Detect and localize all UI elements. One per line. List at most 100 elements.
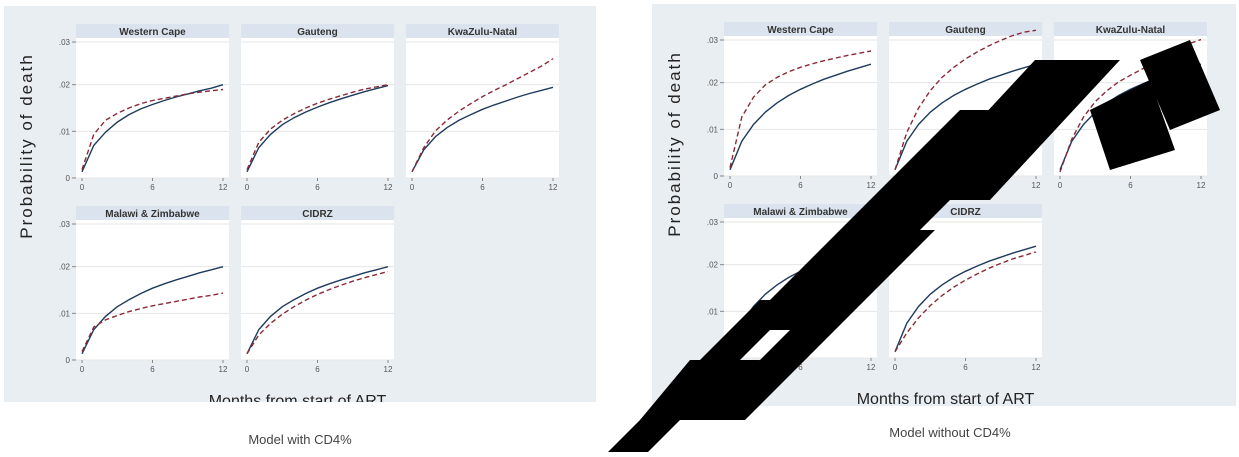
plot-area (406, 38, 559, 178)
x-tick-label: 6 (1128, 181, 1133, 190)
facet-title: KwaZulu-Natal (1096, 25, 1166, 36)
chart-panel-with-cd4: Probability of death Western Cape 0 .01 .02.… (4, 6, 596, 402)
x-tick-label: 6 (150, 183, 155, 192)
observed-line (81, 88, 224, 170)
facet-western-cape: Western Cape 0 .01 .02 .03 0 6 12 (707, 22, 877, 190)
facet-title: Malawi & Zimbabwe (105, 209, 200, 220)
x-tick-label: 12 (549, 183, 558, 192)
facet-title: Malawi & Zimbabwe (753, 207, 848, 218)
facet-title: CIDRZ (950, 207, 981, 218)
y-tick-label: .01 (59, 127, 71, 136)
facet-title: Gauteng (297, 27, 338, 38)
facet-gauteng: Gauteng 0 6 12 (241, 24, 394, 192)
facet-cidrz: CIDRZ 0 6 12 (241, 206, 394, 374)
x-axis-label: Months from start of ART (857, 391, 1035, 406)
plot-area (241, 220, 394, 360)
x-tick-label: 0 (410, 183, 415, 192)
x-tick-label: 6 (798, 181, 803, 190)
predicted-line (81, 84, 224, 173)
plot-area (76, 38, 229, 178)
y-tick-label: 0 (66, 356, 71, 365)
facet-kwazulu-natal: KwaZulu-Natal 0 6 12 (1054, 22, 1207, 190)
chart-panel-without-cd4: Probability of death Western Cape 0 .01 .02.… (652, 4, 1236, 406)
plot-area (889, 218, 1042, 358)
x-tick-label: 12 (1032, 181, 1041, 190)
y-tick-label: .02 (707, 79, 719, 88)
facet-strip (724, 22, 877, 36)
plot-area (724, 36, 877, 176)
caption-with-cd4: Model with CD4% (248, 432, 352, 447)
x-tick-label: 0 (893, 181, 898, 190)
y-axis-label: Probability of death (665, 51, 684, 237)
y-tick-label: .03 (707, 218, 719, 227)
x-tick-label: 6 (150, 365, 155, 374)
x-tick-label: 0 (80, 183, 85, 192)
y-tick-label: .01 (707, 307, 719, 316)
predicted-line (411, 86, 554, 173)
facet-title: Western Cape (119, 27, 186, 38)
y-tick-label: .02 (59, 263, 71, 272)
y-tick-label: .02 (59, 81, 71, 90)
x-tick-label: 6 (963, 363, 968, 372)
predicted-line (246, 266, 389, 355)
x-tick-label: 6 (798, 363, 803, 372)
x-tick-label: 12 (219, 183, 228, 192)
facet-kwazulu-natal: KwaZulu-Natal 0 6 12 (406, 24, 559, 192)
x-tick-label: 12 (219, 365, 228, 374)
facet-strip (241, 206, 394, 220)
y-tick-label: .03 (59, 220, 71, 229)
x-tick-label: 12 (1032, 363, 1041, 372)
facet-malawi-zimbabwe: Malawi & Zimbabwe 0 .01 .02 .03 0 6 12 (59, 206, 229, 374)
y-tick-label: .03 (59, 38, 71, 47)
x-tick-label: 0 (245, 365, 250, 374)
y-tick-label: .01 (707, 125, 719, 134)
facet-title: Western Cape (767, 25, 834, 36)
chart-svg-with-cd4: Probability of death Western Cape 0 .01 .02.… (4, 6, 596, 402)
facet-gauteng: Gauteng 0 6 12 (889, 22, 1042, 190)
plot-area (1054, 36, 1207, 176)
y-tick-label: .01 (59, 309, 71, 318)
plot-area (889, 36, 1042, 176)
facet-title: KwaZulu-Natal (448, 27, 518, 38)
facet-title: Gauteng (945, 25, 986, 36)
y-axis-label: Probability of death (17, 53, 36, 239)
predicted-line (246, 84, 389, 173)
x-tick-label: 6 (480, 183, 485, 192)
facet-strip (76, 206, 229, 220)
plot-area (76, 220, 229, 360)
x-tick-label: 0 (245, 183, 250, 192)
facet-strip (406, 24, 559, 38)
plot-area (241, 38, 394, 178)
x-tick-label: 12 (867, 181, 876, 190)
facet-western-cape: Western Cape 0 .01 .02 .03 0 6 12 (59, 24, 229, 192)
observed-line (729, 50, 872, 168)
plot-area (724, 218, 877, 358)
x-axis-label: Months from start of ART (209, 393, 387, 402)
y-tick-label: 0 (714, 354, 719, 363)
chart-svg-without-cd4: Probability of death Western Cape 0 .01 .02.… (652, 4, 1236, 406)
facet-title: CIDRZ (302, 209, 333, 220)
caption-without-cd4: Model without CD4% (889, 425, 1011, 440)
x-tick-label: 12 (384, 183, 393, 192)
x-tick-label: 0 (728, 181, 733, 190)
facet-strip (889, 22, 1042, 36)
x-tick-label: 12 (867, 363, 876, 372)
facet-strip (76, 24, 229, 38)
y-tick-label: 0 (714, 172, 719, 181)
x-tick-label: 12 (384, 365, 393, 374)
y-tick-label: 0 (66, 174, 71, 183)
facet-strip (1054, 22, 1207, 36)
observed-line (411, 58, 554, 173)
y-tick-label: .03 (707, 36, 719, 45)
x-tick-label: 6 (315, 183, 320, 192)
predicted-line (81, 266, 224, 355)
x-tick-label: 6 (315, 365, 320, 374)
x-tick-label: 0 (893, 363, 898, 372)
y-tick-label: .02 (707, 261, 719, 270)
facet-strip (241, 24, 394, 38)
facet-malawi-zimbabwe: Malawi & Zimbabwe 0 .01 .02 .03 0 6 12 (707, 204, 877, 372)
x-tick-label: 6 (963, 181, 968, 190)
observed-line (81, 292, 224, 352)
x-tick-label: 0 (1058, 181, 1063, 190)
x-tick-label: 12 (1197, 181, 1206, 190)
